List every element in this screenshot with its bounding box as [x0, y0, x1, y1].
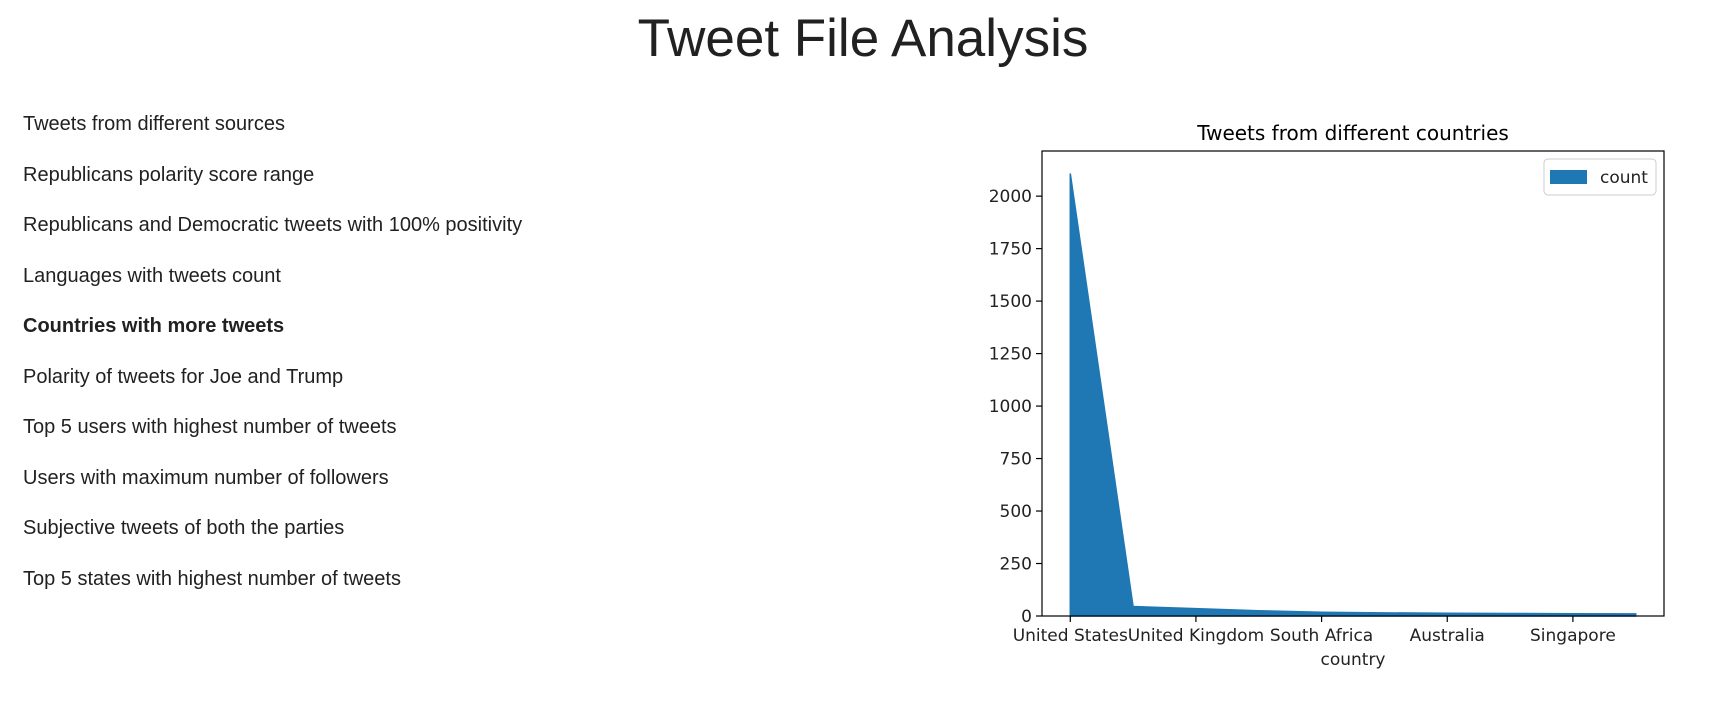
y-tick-label: 1000: [989, 397, 1032, 417]
y-tick-label: 1500: [989, 292, 1032, 312]
menu-item-republican-polarity[interactable]: Republicans polarity score range: [23, 163, 315, 186]
legend-swatch: [1550, 170, 1587, 184]
y-tick-label: 500: [1000, 502, 1032, 522]
x-tick-label: Australia: [1410, 626, 1485, 646]
menu-item-subjective-tweets[interactable]: Subjective tweets of both the parties: [23, 517, 345, 539]
plot-frame: [1041, 150, 1665, 617]
menu-item-top-users[interactable]: Top 5 users with highest number of tweet…: [23, 416, 397, 438]
chart-title: Tweets from different countries: [1196, 121, 1509, 145]
menu-item-top-states[interactable]: Top 5 states with highest number of twee…: [23, 567, 401, 590]
legend-box: [1543, 158, 1657, 196]
y-tick-label: 2000: [989, 187, 1032, 207]
menu-item-full-positivity[interactable]: Republicans and Democratic tweets with 1…: [23, 214, 523, 236]
x-tick-label: United Kingdom: [1128, 626, 1264, 646]
y-tick-label: 0: [1021, 607, 1032, 627]
countries-chart: Tweets from different countries 0 250 500 75…: [960, 110, 1700, 690]
analysis-menu: Tweets from different sources Republican…: [23, 110, 522, 615]
page-title: Tweet File Analysis: [637, 9, 1089, 68]
x-tick-label: United States: [1013, 626, 1128, 646]
area-series-count: [1069, 173, 1637, 617]
y-tick-label: 250: [1000, 555, 1032, 575]
chart-svg: Tweets from different countries 0 250 500 75…: [989, 121, 1665, 670]
y-tick-label: 1250: [989, 345, 1032, 365]
y-tick-label: 750: [1000, 450, 1032, 470]
menu-item-languages[interactable]: Languages with tweets count: [23, 264, 281, 287]
y-tick-label: 1750: [989, 240, 1032, 260]
menu-item-sources[interactable]: Tweets from different sources: [23, 113, 285, 135]
legend-label: count: [1600, 168, 1648, 188]
x-tick-label: South Africa: [1270, 626, 1373, 646]
menu-item-polarity-joe-trump[interactable]: Polarity of tweets for Joe and Trump: [23, 365, 344, 388]
menu-item-max-followers[interactable]: Users with maximum number of followers: [23, 466, 389, 489]
x-axis-label: country: [1320, 650, 1385, 670]
menu-item-countries[interactable]: Countries with more tweets: [23, 315, 285, 337]
x-tick-label: Singapore: [1530, 626, 1616, 646]
